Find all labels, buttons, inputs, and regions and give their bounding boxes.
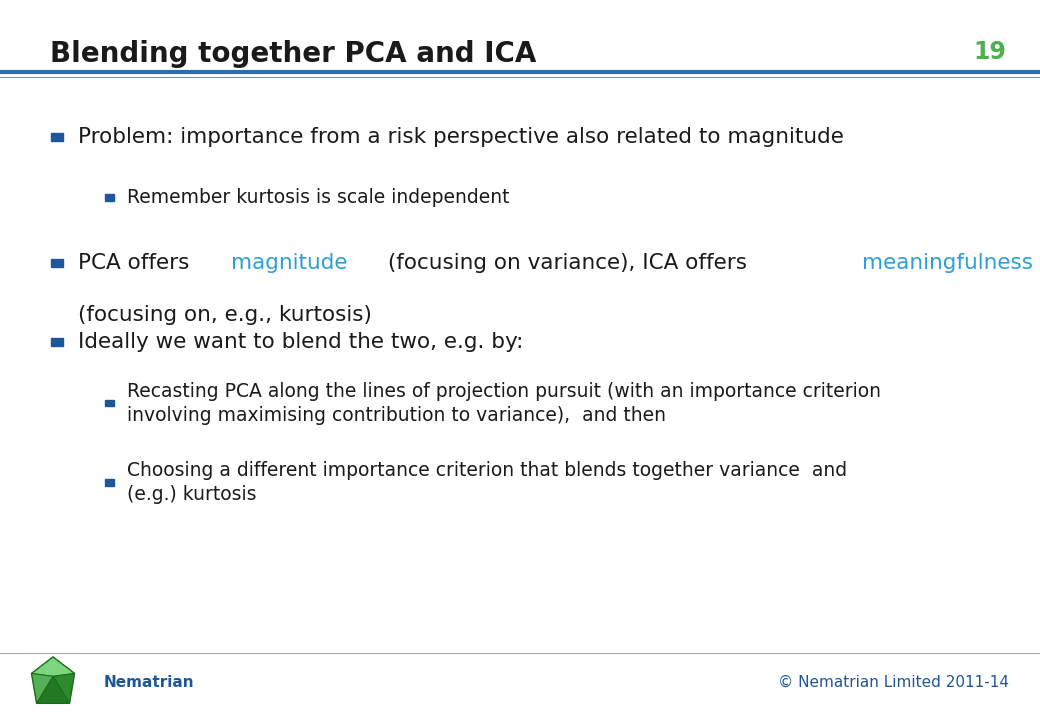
Text: PCA offers: PCA offers xyxy=(78,253,197,273)
Bar xyxy=(104,480,114,485)
Text: © Nematrian Limited 2011-14: © Nematrian Limited 2011-14 xyxy=(778,675,1009,690)
Bar xyxy=(52,258,63,266)
Text: Ideally we want to blend the two, e.g. by:: Ideally we want to blend the two, e.g. b… xyxy=(78,332,523,352)
Text: Nematrian: Nematrian xyxy=(104,675,194,690)
Text: Problem: importance from a risk perspective also related to magnitude: Problem: importance from a risk perspect… xyxy=(78,127,843,147)
Bar xyxy=(104,194,114,200)
Polygon shape xyxy=(36,676,70,703)
Text: meaningfulness: meaningfulness xyxy=(862,253,1033,273)
Text: (focusing on variance), ICA offers: (focusing on variance), ICA offers xyxy=(381,253,754,273)
Text: Recasting PCA along the lines of projection pursuit (with an importance criterio: Recasting PCA along the lines of project… xyxy=(127,382,881,425)
Polygon shape xyxy=(31,657,75,703)
Text: 19: 19 xyxy=(973,40,1007,63)
Text: magnitude: magnitude xyxy=(231,253,347,273)
Bar xyxy=(104,400,114,406)
Bar xyxy=(52,132,63,140)
Text: (focusing on, e.g., kurtosis): (focusing on, e.g., kurtosis) xyxy=(78,305,372,325)
Polygon shape xyxy=(31,673,53,703)
Bar xyxy=(52,338,63,346)
Text: Remember kurtosis is scale independent: Remember kurtosis is scale independent xyxy=(127,188,510,207)
Text: Choosing a different importance criterion that blends together variance  and
(e.: Choosing a different importance criterio… xyxy=(127,461,847,504)
Polygon shape xyxy=(31,657,75,676)
Text: Blending together PCA and ICA: Blending together PCA and ICA xyxy=(50,40,537,68)
Polygon shape xyxy=(53,673,75,703)
